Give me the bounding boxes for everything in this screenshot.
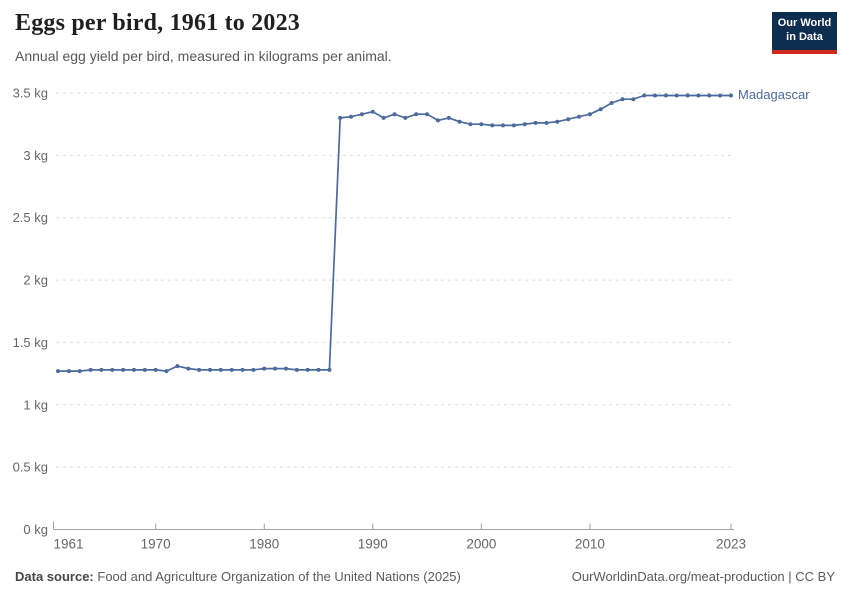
y-tick-label-3: 3 kg xyxy=(23,148,48,163)
data-point-madagascar-2020[interactable] xyxy=(696,93,701,98)
page-subtitle: Annual egg yield per bird, measured in k… xyxy=(15,48,392,64)
data-point-madagascar-2011[interactable] xyxy=(598,107,603,112)
data-point-madagascar-1998[interactable] xyxy=(457,119,462,124)
data-point-madagascar-1965[interactable] xyxy=(99,367,104,372)
data-point-madagascar-1986[interactable] xyxy=(327,367,332,372)
y-tick-label-0: 0 kg xyxy=(23,522,48,537)
data-point-madagascar-1982[interactable] xyxy=(284,366,288,371)
data-point-madagascar-1974[interactable] xyxy=(197,367,202,372)
data-point-madagascar-1977[interactable] xyxy=(229,367,234,372)
data-point-madagascar-1981[interactable] xyxy=(273,366,278,371)
data-point-madagascar-2003[interactable] xyxy=(511,123,516,128)
chart-footer: Data source: Food and Agriculture Organi… xyxy=(15,569,835,584)
data-point-madagascar-2009[interactable] xyxy=(577,114,581,119)
x-tick-label-2010: 2010 xyxy=(575,537,605,552)
x-tick-label-1990: 1990 xyxy=(358,537,388,552)
data-source-label: Data source: xyxy=(15,569,94,584)
data-point-madagascar-2000[interactable] xyxy=(479,122,484,127)
x-tick-label-1980: 1980 xyxy=(249,537,279,552)
data-point-madagascar-1983[interactable] xyxy=(294,367,299,372)
page-title: Eggs per bird, 1961 to 2023 xyxy=(15,10,300,36)
data-point-madagascar-1961[interactable] xyxy=(56,369,60,374)
owid-logo-line2: in Data xyxy=(786,31,823,44)
data-point-madagascar-2007[interactable] xyxy=(555,119,560,124)
data-point-madagascar-2015[interactable] xyxy=(642,93,647,98)
data-point-madagascar-1968[interactable] xyxy=(132,367,136,372)
data-point-madagascar-2021[interactable] xyxy=(707,93,712,98)
y-tick-label-3.5: 3.5 kg xyxy=(13,86,48,101)
data-point-madagascar-1990[interactable] xyxy=(370,109,375,114)
data-point-madagascar-2017[interactable] xyxy=(663,93,668,98)
data-point-madagascar-1964[interactable] xyxy=(88,367,93,372)
data-point-madagascar-1979[interactable] xyxy=(251,367,256,372)
data-source-note: Data source: Food and Agriculture Organi… xyxy=(15,569,461,584)
data-point-madagascar-1984[interactable] xyxy=(305,367,310,372)
data-point-madagascar-1962[interactable] xyxy=(66,369,71,374)
data-point-madagascar-2004[interactable] xyxy=(522,122,527,127)
data-point-madagascar-2005[interactable] xyxy=(533,120,538,125)
data-point-madagascar-2010[interactable] xyxy=(587,112,592,117)
y-tick-label-2.5: 2.5 kg xyxy=(13,210,48,225)
data-point-madagascar-1975[interactable] xyxy=(208,367,212,372)
data-point-madagascar-2002[interactable] xyxy=(501,123,505,128)
x-tick-label-1961: 1961 xyxy=(54,537,84,552)
owid-logo: Our World in Data xyxy=(772,12,837,54)
data-point-madagascar-1969[interactable] xyxy=(142,367,147,372)
data-point-madagascar-2012[interactable] xyxy=(609,101,614,105)
data-point-madagascar-1999[interactable] xyxy=(468,122,473,127)
data-point-madagascar-1980[interactable] xyxy=(262,366,267,371)
owid-logo-line1: Our World xyxy=(777,17,832,29)
data-point-madagascar-2016[interactable] xyxy=(653,93,657,98)
data-point-madagascar-1997[interactable] xyxy=(446,115,451,120)
data-point-madagascar-1991[interactable] xyxy=(381,115,386,120)
attribution-link[interactable]: OurWorldinData.org/meat-production | CC … xyxy=(571,569,835,584)
data-point-madagascar-2006[interactable] xyxy=(544,120,549,125)
data-point-madagascar-1970[interactable] xyxy=(153,367,158,372)
data-point-madagascar-1988[interactable] xyxy=(349,114,354,119)
data-point-madagascar-1967[interactable] xyxy=(121,367,126,372)
y-tick-label-1: 1 kg xyxy=(23,397,48,412)
y-tick-label-2: 2 kg xyxy=(23,273,48,288)
data-point-madagascar-2019[interactable] xyxy=(685,93,690,98)
data-point-madagascar-2018[interactable] xyxy=(674,93,679,98)
data-point-madagascar-1992[interactable] xyxy=(392,112,397,117)
data-point-madagascar-1985[interactable] xyxy=(316,367,321,372)
data-point-madagascar-2014[interactable] xyxy=(631,97,636,102)
x-tick-label-1970: 1970 xyxy=(141,537,171,552)
y-tick-label-1.5: 1.5 kg xyxy=(13,335,48,350)
data-point-madagascar-1987[interactable] xyxy=(338,115,343,120)
data-source-text: Food and Agriculture Organization of the… xyxy=(97,569,461,584)
data-point-madagascar-1972[interactable] xyxy=(175,364,180,369)
x-tick-label-2000: 2000 xyxy=(466,537,496,552)
line-series-madagascar[interactable] xyxy=(57,94,732,372)
data-point-madagascar-2023[interactable] xyxy=(729,93,733,98)
data-point-madagascar-1978[interactable] xyxy=(240,367,245,372)
data-point-madagascar-1971[interactable] xyxy=(164,369,169,374)
data-point-madagascar-1963[interactable] xyxy=(77,369,82,374)
data-point-madagascar-2013[interactable] xyxy=(620,97,625,102)
data-point-madagascar-1976[interactable] xyxy=(218,367,223,372)
data-point-madagascar-1966[interactable] xyxy=(110,367,115,372)
data-point-madagascar-2008[interactable] xyxy=(566,117,571,122)
data-point-madagascar-1994[interactable] xyxy=(414,112,419,117)
data-point-madagascar-2022[interactable] xyxy=(718,93,723,98)
data-point-madagascar-1993[interactable] xyxy=(403,115,408,120)
data-point-madagascar-1996[interactable] xyxy=(435,118,440,123)
y-tick-label-0.5: 0.5 kg xyxy=(13,460,48,475)
data-point-madagascar-2001[interactable] xyxy=(490,123,495,128)
data-point-madagascar-1989[interactable] xyxy=(359,112,364,117)
data-point-madagascar-1973[interactable] xyxy=(186,366,191,371)
series-label-madagascar[interactable]: Madagascar xyxy=(738,87,810,103)
x-tick-label-2023: 2023 xyxy=(716,537,746,552)
data-point-madagascar-1995[interactable] xyxy=(425,112,430,117)
